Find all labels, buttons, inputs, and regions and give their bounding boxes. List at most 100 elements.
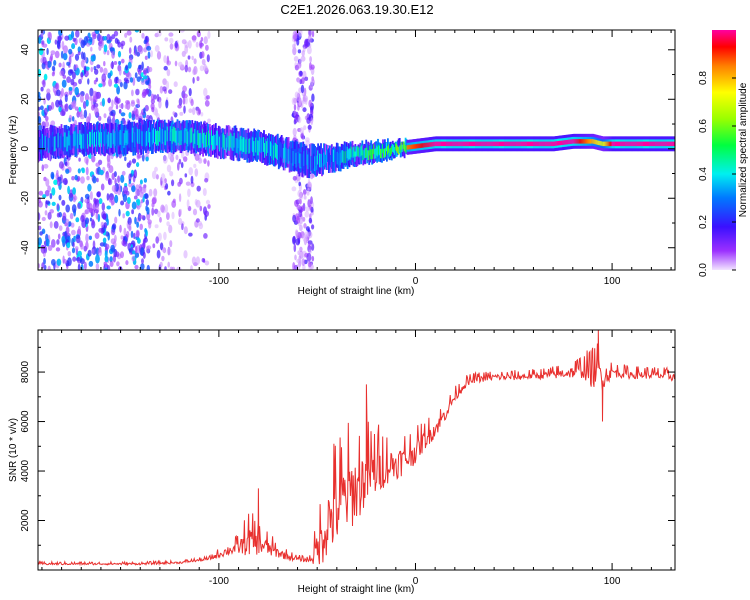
spectrogram-ridge-cell [334,148,337,162]
spectrogram-ridge-cell [71,132,74,148]
spectrogram-noise-cell [308,231,313,239]
spectrogram-noise-cell [82,101,87,109]
spectrogram-x-label: Height of straight line (km) [298,286,415,297]
spectrogram-noise-cell [139,214,144,219]
spectrogram-ridge-cell [48,137,51,153]
spectrogram-ridge-cell [143,131,145,146]
spectrogram-noise-cell [165,80,170,90]
spectrogram-noise-cell [56,258,62,266]
spectrogram-ridge-cell [395,143,398,152]
spectrogram-ridge-cell [265,139,267,154]
spectrogram-ridge-cell [589,139,592,144]
spectrogram-noise-cell [40,105,44,111]
spectrogram-noise-cell [177,162,180,171]
spectrogram-noise-cell [38,95,42,102]
spectrogram-ridge-cell [332,149,335,162]
spectrogram-ridge-cell [343,151,346,164]
spectrogram-noise-cell [142,75,148,80]
spectrogram-ridge-cell [414,144,417,149]
spectrogram-noise-cell [146,264,150,270]
spectrogram-ridge-cell [229,132,232,148]
spectrogram-ridge-cell [73,131,76,146]
spectrogram-noise-cell [99,169,104,175]
spectrogram-noise-cell [42,56,47,65]
spectrogram-ridge-cell [420,143,423,148]
spectrogram-noise-cell [109,47,115,52]
spectrogram-ridge-cell [548,141,550,147]
spectrogram-noise-cell [136,230,140,238]
spectrogram-noise-cell [77,168,81,174]
y-tick-label: 20 [20,93,31,105]
spectrogram-ridge-cell [325,154,327,168]
spectrogram-noise-cell [51,239,56,248]
spectrogram-ridge-cell [633,141,636,147]
spectrogram-ridge-cell [361,145,364,156]
spectrogram-ridge-cell [70,135,73,150]
spectrogram-ridge-cell [207,129,209,145]
spectrogram-noise-cell [137,154,142,159]
spectrogram-ridge-cell [278,144,281,159]
spectrogram-ridge-cell [600,141,603,146]
spectrogram-ridge-cell [352,147,355,158]
spectrogram-noise-cell [58,62,62,68]
spectrogram-noise-cell [162,247,166,253]
spectrogram-ridge-cell [419,143,422,149]
spectrogram-noise-cell [191,256,197,265]
spectrogram-ridge-cell [186,129,189,144]
spectrogram-ridge-cell [638,141,641,147]
spectrogram-noise-cell [162,86,167,92]
spectrogram-noise-cell [77,250,82,257]
spectrogram-ridge-cell [77,133,80,149]
spectrogram-ridge-cell [52,134,55,150]
spectrogram-noise-cell [123,185,128,194]
spectrogram-noise-cell [61,40,65,50]
spectrogram-noise-cell [118,60,122,66]
spectrogram-noise-cell [182,85,188,93]
spectrogram-noise-cell [300,84,305,94]
spectrogram-noise-cell [141,153,145,162]
spectrogram-noise-cell [173,81,178,88]
spectrogram-ridge-cell [227,135,230,151]
spectrogram-ridge-cell [216,130,219,146]
spectrogram-ridge-cell [250,140,253,155]
spectrogram-noise-cell [198,221,203,226]
spectrogram-ridge-cell [149,132,151,147]
spectrogram-ridge-cell [664,141,666,147]
spectrogram-ridge-cell [233,132,236,148]
spectrogram-noise-cell [159,242,164,251]
spectrogram-noise-cell [156,51,162,60]
spectrogram-ridge-cell [481,141,484,147]
spectrogram-noise-cell [107,264,111,270]
spectrogram-y-label: Frequency (Hz) [8,116,19,185]
spectrogram-noise-cell [142,251,146,259]
spectrogram-noise-cell [153,208,159,215]
spectrogram-ridge-cell [272,145,275,161]
spectrogram-noise-cell [55,247,61,252]
spectrogram-ridge-cell [340,150,343,163]
spectrogram-ridge-cell [671,141,673,147]
spectrogram-ridge-cell [122,131,125,146]
spectrogram-ridge-cell [242,137,245,152]
spectrogram-ridge-cell [129,127,132,143]
spectrogram-noise-cell [109,111,114,116]
spectrogram-noise-cell [127,217,132,226]
spectrogram-ridge-cell [311,155,314,171]
spectrogram-noise-cell [167,261,170,268]
spectrogram-ridge-cell [308,152,311,167]
spectrogram-ridge-cell [660,141,663,147]
spectrogram-ridge-cell [667,141,669,147]
spectrogram-ridge-cell [456,141,459,147]
spectrogram-noise-cell [84,93,90,102]
spectrogram-ridge-cell [94,131,96,147]
spectrogram-noise-cell [107,97,111,104]
spectrogram-ridge-cell [594,139,597,145]
spectrogram-ridge-cell [635,141,638,147]
spectrogram-noise-cell [92,176,97,184]
spectrogram-noise-cell [121,239,126,246]
spectrogram-ridge-cell [396,145,399,153]
spectrogram-ridge-cell [341,150,344,163]
spectrogram-ridge-cell [222,132,225,148]
spectrogram-noise-cell [178,97,183,106]
spectrogram-ridge-cell [192,131,195,147]
spectrogram-noise-cell [45,200,50,205]
